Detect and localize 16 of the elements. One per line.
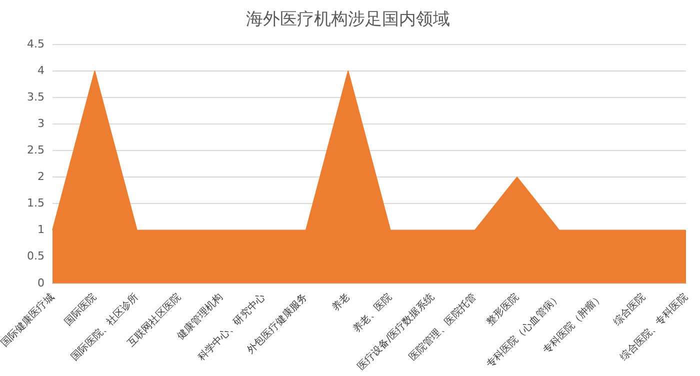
- y-tick-label: 3.5: [26, 90, 44, 104]
- y-tick-label: 0.5: [26, 250, 44, 263]
- x-tick-label: 国际健康医疗城: [0, 291, 56, 350]
- x-tick-label: 综合医院: [610, 291, 648, 328]
- y-tick-label: 2.5: [26, 143, 44, 156]
- y-tick-label: 4.5: [26, 37, 44, 50]
- y-tick-label: 4: [37, 64, 44, 77]
- x-tick-label: 养老: [329, 291, 352, 314]
- x-tick-label: 国际医院: [62, 291, 99, 328]
- y-tick-label: 3: [37, 116, 44, 130]
- y-tick-label: 0: [37, 276, 44, 290]
- y-tick-label: 1.5: [26, 196, 44, 210]
- x-tick-label: 整形医院: [484, 291, 522, 328]
- y-tick-label: 2: [37, 170, 44, 184]
- y-tick-label: 1: [37, 223, 44, 236]
- chart-title: 海外医疗机构涉足国内领域: [246, 10, 450, 30]
